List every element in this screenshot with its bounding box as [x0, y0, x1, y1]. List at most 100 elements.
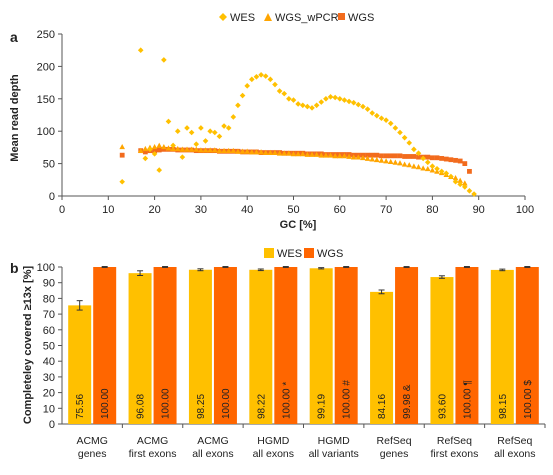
wes-point: [397, 129, 403, 136]
wgs-wpcr-point: [397, 160, 403, 166]
category-label-line1: HGMD: [318, 435, 350, 447]
wes-point: [355, 101, 362, 108]
wes-point: [341, 97, 348, 103]
wes-value-label: 93.60: [437, 394, 448, 419]
wes-value-label: 96.08: [136, 394, 147, 419]
wgs-wpcr-point: [355, 154, 362, 160]
panel-b-ytick-label: 70: [43, 309, 55, 321]
wgs-wpcr-point: [295, 151, 301, 157]
wes-point: [424, 159, 431, 166]
wgs-value-label: 99.98 &: [402, 384, 413, 419]
wgs-wpcr-point: [174, 145, 181, 152]
wes-point: [267, 76, 274, 83]
wgs-point: [365, 152, 370, 158]
wgs-wpcr-point: [346, 153, 352, 159]
wgs-wpcr-point: [188, 146, 195, 152]
wgs-wpcr-point: [276, 150, 283, 156]
wgs-wpcr-point: [216, 147, 223, 154]
wgs-point: [119, 152, 125, 158]
category-label-line2: genes: [380, 448, 409, 460]
wes-point: [383, 117, 389, 123]
wgs-wpcr-point: [239, 148, 246, 154]
wgs-point: [439, 156, 445, 161]
wgs-wpcr-point: [207, 147, 213, 153]
wes-point: [346, 98, 352, 105]
legend-b-wes-label: WES: [277, 248, 302, 260]
wgs-point: [402, 154, 408, 159]
legend-b-wes-swatch-icon: [264, 248, 274, 258]
wgs-point: [467, 168, 472, 174]
wes-value-label: 98.15: [498, 394, 509, 419]
wgs-wpcr-point: [137, 147, 144, 154]
wgs-wpcr-point: [235, 148, 241, 154]
panel-b-ytick-label: 60: [43, 325, 55, 337]
wgs-bar: [93, 267, 117, 424]
wes-point: [406, 140, 413, 146]
wgs-point: [152, 148, 157, 154]
wgs-wpcr-point: [332, 153, 338, 159]
wes-point: [471, 191, 477, 197]
wgs-value-label: 100.00 $: [523, 380, 534, 419]
wgs-wpcr-point: [383, 158, 389, 164]
panel-a-xtick-label: 100: [516, 204, 534, 216]
wes-point: [262, 73, 269, 79]
wes-point: [295, 101, 301, 107]
wes-point: [170, 142, 176, 149]
wgs-point: [142, 149, 148, 155]
wgs-wpcr-point: [374, 156, 380, 163]
wgs-wpcr-point: [299, 151, 306, 157]
wes-bar: [490, 269, 514, 424]
panel-a-ylabel: Mean read depth: [9, 74, 21, 162]
wgs-value-label: 100.00 #: [342, 380, 353, 419]
panel-a-xtick-label: 80: [426, 204, 438, 216]
category-label-line2: genes: [78, 448, 107, 460]
wes-point: [253, 73, 260, 80]
wes-point: [193, 141, 200, 147]
wgs-bar: [395, 267, 419, 424]
wes-point: [448, 173, 454, 180]
wgs-wpcr-point: [462, 180, 468, 186]
panel-b-marks: 75.56 100.00 96.08 100.00 98.25 100.00 98.22 10…: [68, 266, 539, 424]
wes-point: [378, 115, 385, 122]
panel-a-axes: 0 50 100 150 200 250 0 10 20 30 40 50 60 70 80 90 100: [37, 29, 535, 216]
panel-b-ytick-label: 30: [43, 372, 55, 384]
wes-point: [318, 99, 325, 105]
panel-b-ytick-label: 20: [43, 388, 55, 400]
wes-point: [443, 170, 450, 177]
wgs-point: [388, 153, 394, 159]
wgs-wpcr-point: [424, 165, 431, 172]
wes-point: [211, 129, 218, 136]
wgs-point: [462, 161, 468, 166]
legend-wgs-label: WGS: [348, 12, 374, 24]
wgs-bar: [274, 267, 298, 424]
wes-point: [235, 102, 241, 109]
panel-a-legend: WES WGS_wPCR WGS: [219, 12, 374, 24]
wgs-wpcr-point: [420, 165, 426, 171]
panel-b-ytick-label: 50: [43, 341, 55, 353]
wgs-value-label: 100.00: [161, 388, 172, 419]
wes-bar: [249, 269, 273, 424]
wes-point: [281, 90, 288, 97]
wes-point: [337, 96, 343, 102]
wes-point: [299, 102, 306, 109]
panel-a-ytick-label: 50: [43, 159, 55, 171]
panel-a-ytick-label: 0: [49, 191, 55, 203]
wgs-wpcr-point: [406, 162, 413, 168]
wes-point: [364, 106, 371, 112]
wes-point: [142, 155, 149, 162]
wgs-wpcr-point: [249, 149, 255, 155]
panel-a-ytick-label: 150: [37, 94, 55, 106]
panel-a-xtick-label: 90: [473, 204, 485, 216]
wgs-point: [379, 153, 384, 159]
wes-point: [332, 94, 338, 101]
wgs-wpcr-point: [198, 147, 204, 153]
wgs-point: [369, 152, 375, 158]
panel-a-xtick-label: 20: [148, 204, 160, 216]
wgs-wpcr-point: [119, 143, 125, 150]
wgs-wpcr-point: [184, 146, 190, 152]
wgs-wpcr-point: [267, 149, 274, 155]
wgs-wpcr-point: [313, 151, 320, 157]
wgs-point: [161, 146, 167, 152]
wes-bar: [188, 269, 212, 424]
wgs-point: [457, 158, 463, 164]
